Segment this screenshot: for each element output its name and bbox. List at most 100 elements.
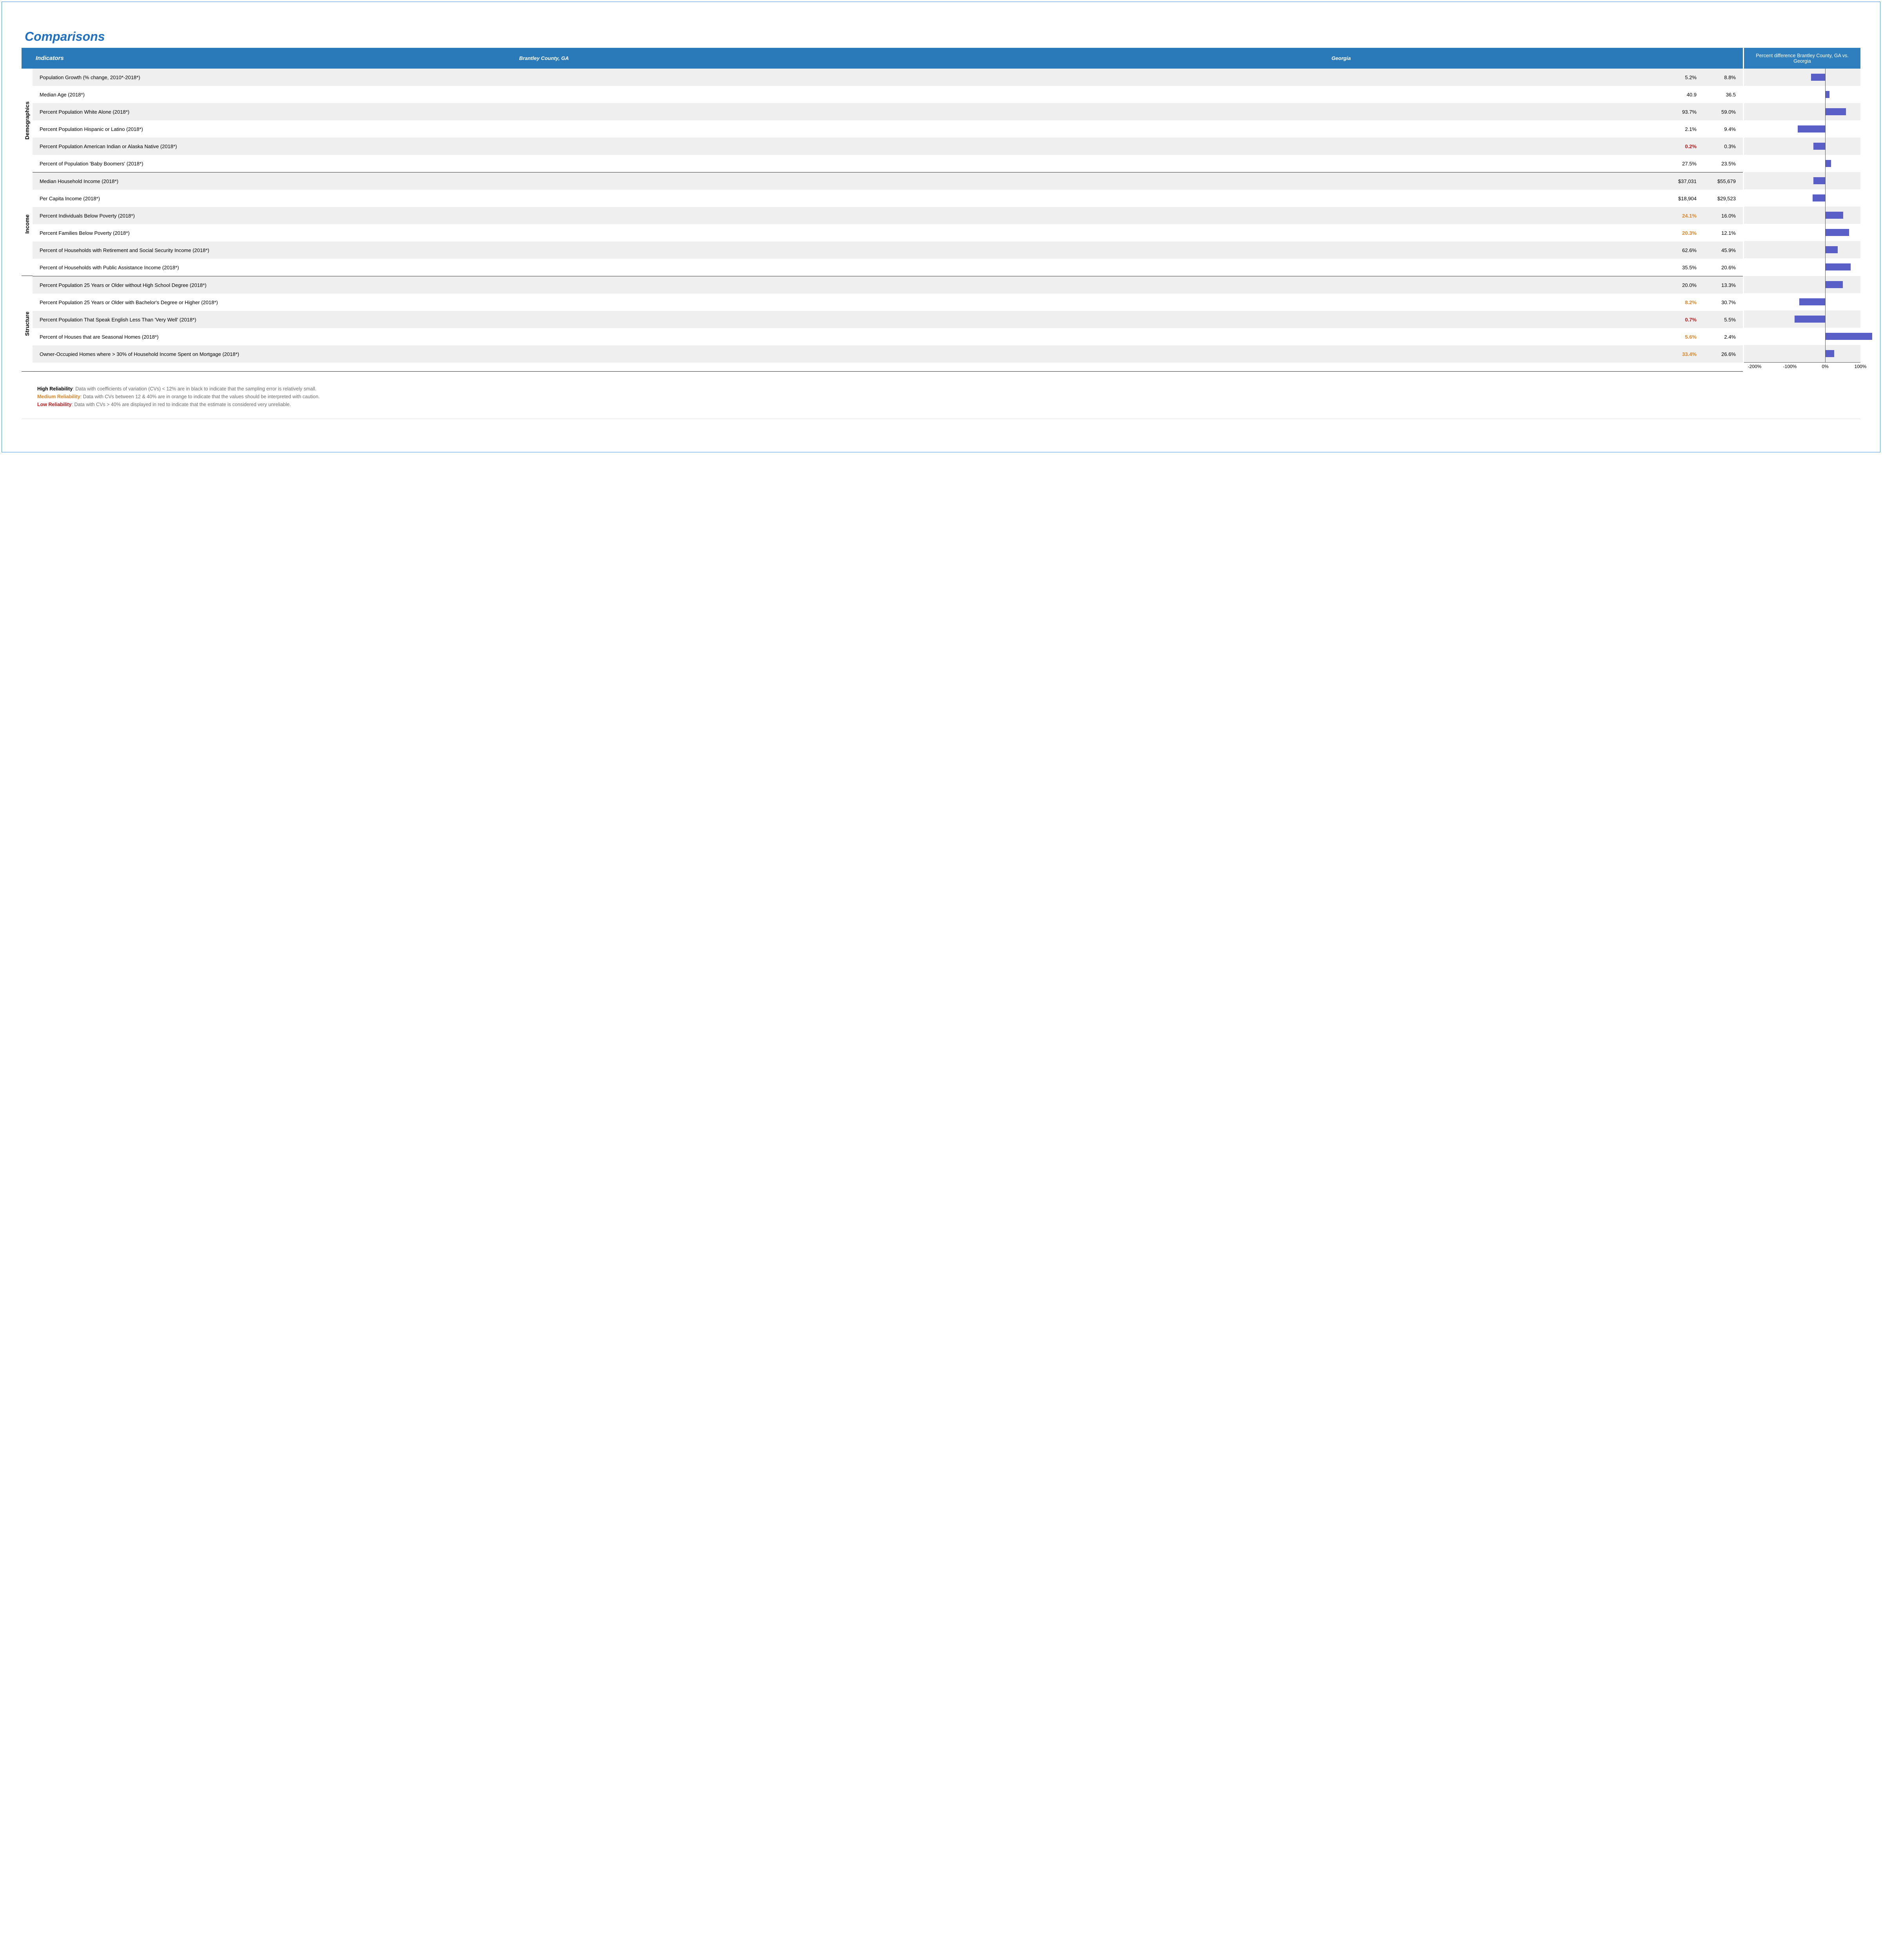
chart-row	[1744, 86, 1860, 103]
table-row: Percent of Households with Public Assist…	[33, 259, 1743, 276]
row-value-local: 5.2%	[1664, 74, 1704, 80]
row-value-local: $37,031	[1664, 178, 1704, 184]
chart-segment-income	[1743, 172, 1860, 276]
chart-bar	[1825, 246, 1838, 253]
chart-bar	[1813, 194, 1825, 201]
row-value-state: $55,679	[1704, 178, 1743, 184]
row-value-state: 30.7%	[1704, 299, 1743, 305]
chart-inner: -200%-100%0%100%	[1744, 276, 1860, 372]
row-value-local: 27.5%	[1664, 161, 1704, 167]
comparison-grid: Indicators Brantley County, GA Georgia P…	[22, 48, 1860, 372]
header-indicators-label: Indicators	[36, 55, 145, 62]
chart-bar	[1825, 263, 1851, 270]
chart-bar	[1825, 281, 1843, 288]
row-label: Median Age (2018*)	[33, 91, 1664, 98]
row-value-local: 62.6%	[1664, 247, 1704, 253]
chart-row	[1744, 189, 1860, 207]
row-value-state: 12.1%	[1704, 230, 1743, 236]
legend-high: High Reliability: Data with coefficients…	[37, 385, 1857, 393]
table-row: Percent Population 25 Years or Older wit…	[33, 276, 1743, 294]
row-value-state: 59.0%	[1704, 109, 1743, 115]
row-value-state: 20.6%	[1704, 265, 1743, 270]
chart-row	[1744, 293, 1860, 310]
table-row: Per Capita Income (2018*)$18,904$29,523	[33, 190, 1743, 207]
table-row: Percent of Population 'Baby Boomers' (20…	[33, 155, 1743, 172]
table-row: Population Growth (% change, 2010*-2018*…	[33, 69, 1743, 86]
chart-tick: 100%	[1855, 364, 1867, 369]
table-row: Percent Population American Indian or Al…	[33, 138, 1743, 155]
category-label-structure: Structure	[22, 276, 33, 372]
row-value-local: 2.1%	[1664, 126, 1704, 132]
chart-bar	[1825, 91, 1829, 98]
chart-bar	[1825, 160, 1831, 167]
reliability-legend: High Reliability: Data with coefficients…	[37, 385, 1857, 408]
row-value-local: 0.2%	[1664, 143, 1704, 149]
chart-row	[1744, 345, 1860, 362]
chart-bar	[1798, 125, 1825, 132]
page-title: Comparisons	[25, 29, 1860, 44]
chart-bar	[1813, 177, 1825, 184]
row-value-state: 16.0%	[1704, 213, 1743, 219]
chart-bar	[1813, 143, 1825, 150]
chart-zero-line	[1825, 172, 1826, 276]
chart-tick: -100%	[1783, 364, 1797, 369]
row-value-local: 20.0%	[1664, 282, 1704, 288]
chart-x-axis: -200%-100%0%100%	[1744, 362, 1860, 372]
header-indicators: Indicators Brantley County, GA Georgia	[22, 48, 1743, 69]
page-frame: Comparisons Indicators Brantley County, …	[2, 2, 1880, 452]
row-label: Percent of Households with Retirement an…	[33, 247, 1664, 254]
chart-bar	[1825, 333, 1872, 340]
row-label: Percent of Houses that are Seasonal Home…	[33, 333, 1664, 341]
chart-bar	[1825, 108, 1846, 115]
chart-bar	[1825, 350, 1834, 357]
row-value-state: 9.4%	[1704, 126, 1743, 132]
header-value-columns: Brantley County, GA Georgia	[145, 55, 1740, 62]
chart-row	[1744, 310, 1860, 328]
table-row: Median Household Income (2018*)$37,031$5…	[33, 172, 1743, 190]
chart-segment-structure: -200%-100%0%100%	[1743, 276, 1860, 372]
chart-row	[1744, 258, 1860, 276]
row-value-local: 33.4%	[1664, 351, 1704, 357]
row-value-state: 0.3%	[1704, 143, 1743, 149]
row-label: Population Growth (% change, 2010*-2018*…	[33, 74, 1664, 81]
row-value-state: 5.5%	[1704, 317, 1743, 323]
chart-row	[1744, 138, 1860, 155]
table-row: Percent Population White Alone (2018*)93…	[33, 103, 1743, 120]
chart-row	[1744, 207, 1860, 224]
header-col-local: Brantley County, GA	[145, 55, 943, 61]
row-value-state: 45.9%	[1704, 247, 1743, 253]
row-value-local: 0.7%	[1664, 317, 1704, 323]
category-label-demographics: Demographics	[22, 69, 33, 172]
chart-row	[1744, 103, 1860, 120]
header-col-state: Georgia	[943, 55, 1740, 61]
chart-row	[1744, 155, 1860, 172]
table-row: Percent of Houses that are Seasonal Home…	[33, 328, 1743, 345]
rows-demographics: Population Growth (% change, 2010*-2018*…	[33, 69, 1743, 172]
row-value-local: 93.7%	[1664, 109, 1704, 115]
chart-row	[1744, 69, 1860, 86]
chart-row	[1744, 276, 1860, 293]
chart-bar	[1825, 229, 1849, 236]
chart-row	[1744, 241, 1860, 258]
row-label: Percent Families Below Poverty (2018*)	[33, 229, 1664, 237]
chart-segment-demographics	[1743, 69, 1860, 172]
row-value-local: 5.6%	[1664, 334, 1704, 340]
category-label-income: Income	[22, 172, 33, 276]
row-value-local: 35.5%	[1664, 265, 1704, 270]
chart-tick: 0%	[1822, 364, 1828, 369]
chart-row	[1744, 328, 1860, 345]
chart-bar	[1825, 212, 1843, 219]
row-label: Percent Population American Indian or Al…	[33, 143, 1664, 150]
row-value-local: 8.2%	[1664, 299, 1704, 305]
row-value-state: 2.4%	[1704, 334, 1743, 340]
row-value-state: 8.8%	[1704, 74, 1743, 80]
row-label: Percent of Households with Public Assist…	[33, 264, 1664, 271]
row-label: Percent Population White Alone (2018*)	[33, 108, 1664, 116]
legend-medium: Medium Reliability: Data with CVs betwee…	[37, 393, 1857, 401]
chart-inner	[1744, 69, 1860, 172]
chart-row	[1744, 224, 1860, 241]
row-value-local: 40.9	[1664, 92, 1704, 98]
table-row: Owner-Occupied Homes where > 30% of Hous…	[33, 345, 1743, 363]
row-value-local: 24.1%	[1664, 213, 1704, 219]
row-value-state: $29,523	[1704, 196, 1743, 201]
